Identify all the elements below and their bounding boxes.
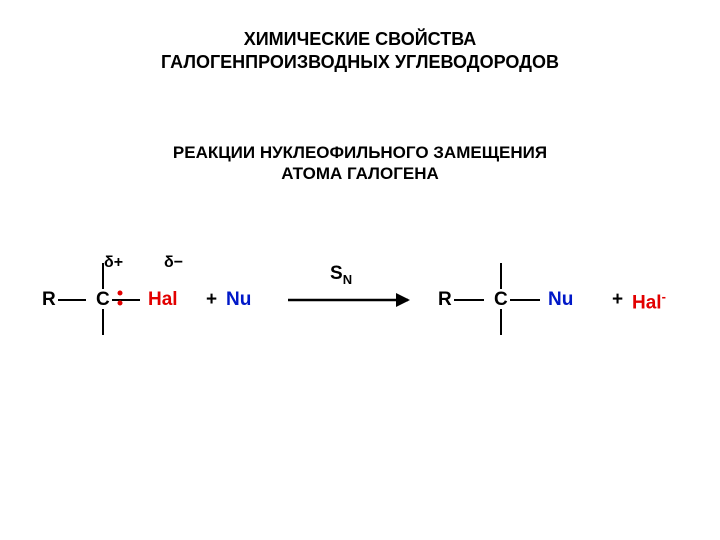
delta-minus: δ−: [164, 254, 183, 272]
reactant-R: R: [42, 289, 56, 311]
product-Nu: Nu: [548, 289, 573, 311]
title-line-1: ХИМИЧЕСКИЕ СВОЙСТВА: [0, 28, 720, 51]
reactant-Hal: Hal: [148, 289, 178, 311]
reaction-diagram: R C Hal δ+ δ− + Nu SN R C Nu + Hal-: [0, 240, 720, 360]
product-C: C: [494, 289, 508, 311]
delta-plus: δ+: [104, 254, 123, 272]
halide-charge: -: [662, 289, 666, 304]
plus-left: +: [206, 289, 217, 311]
halide-text: Hal: [632, 292, 662, 313]
page-title: ХИМИЧЕСКИЕ СВОЙСТВА ГАЛОГЕНПРОИЗВОДНЫХ У…: [0, 28, 720, 73]
nucleophile-left: Nu: [226, 289, 251, 311]
page-subtitle: РЕАКЦИИ НУКЛЕОФИЛЬНОГО ЗАМЕЩЕНИЯ АТОМА Г…: [0, 142, 720, 185]
product-R: R: [438, 289, 452, 311]
label-N: N: [343, 271, 352, 286]
title-line-2: ГАЛОГЕНПРОИЗВОДНЫХ УГЛЕВОДОРОДОВ: [0, 51, 720, 74]
subtitle-line-2: АТОМА ГАЛОГЕНА: [0, 163, 720, 184]
halide-product: Hal-: [632, 289, 666, 314]
label-S: S: [330, 263, 343, 284]
arrow-label-sn: SN: [330, 263, 352, 287]
reactant-C: C: [96, 289, 110, 311]
plus-right: +: [612, 289, 623, 311]
subtitle-line-1: РЕАКЦИИ НУКЛЕОФИЛЬНОГО ЗАМЕЩЕНИЯ: [0, 142, 720, 163]
